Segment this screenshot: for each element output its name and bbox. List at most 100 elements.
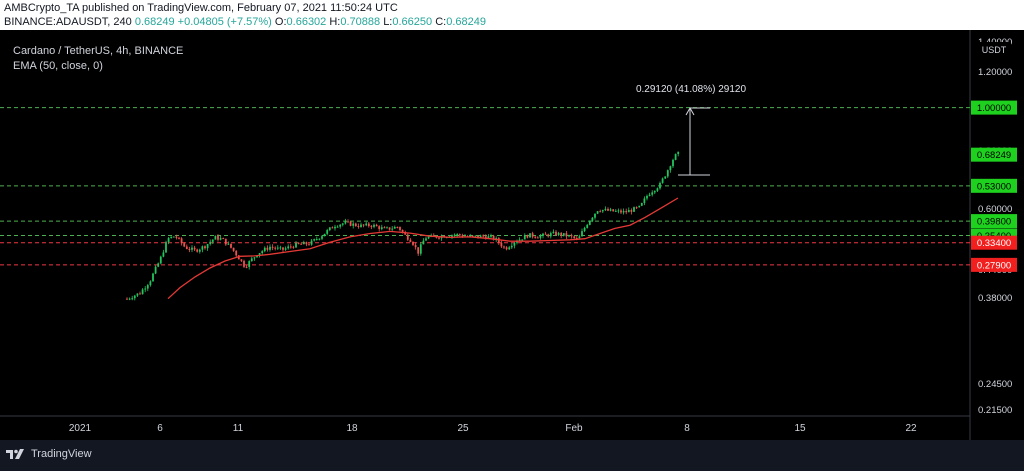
candle-body [305, 242, 308, 245]
candle-body [217, 236, 219, 240]
candle-body [599, 211, 602, 213]
x-tick-label: 15 [794, 423, 806, 434]
candle-body [331, 227, 334, 229]
candle-body [383, 227, 386, 229]
candle-body [549, 233, 552, 237]
symbol-line: BINANCE:ADAUSDT, 240 0.68249 +0.04805 (+… [4, 16, 486, 28]
candle-body [586, 224, 589, 228]
open-value: 0.66302 [286, 16, 327, 28]
candle-body [180, 238, 183, 244]
close-value: 0.68249 [446, 16, 486, 28]
candle-body [633, 207, 635, 212]
candle-body [612, 209, 615, 212]
close-label: C: [435, 16, 447, 28]
y-tick-label: 1.20000 [978, 67, 1012, 78]
candle-body [204, 246, 206, 249]
candle-body [227, 243, 230, 245]
candle-body [263, 247, 266, 252]
candle-body [604, 208, 607, 210]
candle-body [126, 298, 128, 300]
y-tick-label: 0.38000 [978, 293, 1012, 304]
candle-body [232, 247, 235, 251]
candle-body [375, 224, 378, 227]
candle-body [492, 235, 495, 240]
candle-body [469, 235, 472, 237]
brand-label: TradingView [31, 448, 92, 460]
candle-body [219, 238, 222, 240]
candle-body [573, 236, 576, 239]
y-tick-label: 0.21500 [978, 405, 1012, 416]
publish-header: AMBCrypto_TA published on TradingView.co… [0, 0, 1024, 30]
candle-body [310, 240, 313, 245]
candle-body [555, 231, 557, 236]
candle-body [354, 223, 357, 226]
candle-body [170, 236, 173, 239]
candle-body [152, 273, 154, 282]
candle-body [458, 234, 461, 236]
candle-body [596, 211, 599, 214]
candle-body [617, 210, 620, 212]
candle-body [133, 295, 136, 299]
candle-body [167, 238, 170, 243]
level-label: 0.53000 [977, 181, 1011, 192]
candle-body [656, 188, 659, 191]
candle-body [237, 255, 240, 260]
level-label: 0.39800 [977, 217, 1011, 228]
candle-body [427, 236, 430, 239]
open-label: O: [274, 16, 287, 28]
candle-body [588, 220, 591, 225]
candle-body [578, 236, 581, 239]
candle-body [601, 209, 604, 212]
chart-area[interactable]: 0.29120 (41.08%) 29120 1.400001.200000.8… [0, 30, 1024, 440]
candle-body [583, 227, 586, 232]
candle-body [531, 233, 534, 237]
candle-body [146, 285, 149, 289]
candle-body [253, 257, 256, 259]
level-tag [971, 178, 1017, 193]
candle-body [209, 241, 212, 245]
candle-body [669, 166, 672, 171]
candle-body [362, 224, 365, 226]
candle-body [412, 241, 414, 245]
candle-body [542, 233, 544, 236]
candle-body [401, 229, 404, 232]
candle-body [198, 249, 201, 252]
last-price: 0.68249 [134, 16, 175, 28]
candle-body [534, 236, 537, 238]
candle-body [352, 223, 355, 226]
candle-body [211, 239, 214, 242]
tradingview-logo[interactable]: TradingView [6, 448, 92, 460]
tradingview-icon [6, 449, 24, 459]
currency-label: USDT [982, 45, 1007, 55]
candle-body [432, 235, 435, 237]
price-change: +0.04805 (+7.57%) [177, 16, 272, 28]
candle-body [529, 233, 531, 238]
candle-body [326, 230, 329, 234]
candle-body [334, 226, 336, 229]
candle-body [640, 202, 643, 206]
candle-body [419, 244, 422, 254]
candle-body [581, 231, 583, 237]
candle-body [461, 235, 464, 237]
candle-body [193, 247, 196, 250]
candle-body [339, 224, 342, 227]
currency-box [977, 42, 1011, 56]
candle-body [206, 244, 209, 249]
candle-body [172, 236, 175, 238]
candle-body [513, 242, 516, 246]
candle-body [557, 232, 560, 236]
legend-title: Cardano / TetherUS, 4h, BINANCE [13, 45, 184, 57]
price-chart[interactable]: 0.29120 (41.08%) 29120 1.400001.200000.8… [0, 30, 1024, 440]
candle-body [539, 235, 542, 238]
candle-body [627, 210, 630, 213]
candle-body [271, 246, 274, 248]
candle-body [245, 266, 248, 268]
candle-body [648, 194, 651, 196]
low-label: L: [383, 16, 393, 28]
candle-body [313, 239, 316, 241]
candle-body [302, 242, 305, 245]
x-tick-label: 25 [457, 423, 469, 434]
candle-body [575, 238, 578, 240]
candle-body [659, 182, 661, 189]
x-tick-label: 11 [233, 423, 244, 434]
